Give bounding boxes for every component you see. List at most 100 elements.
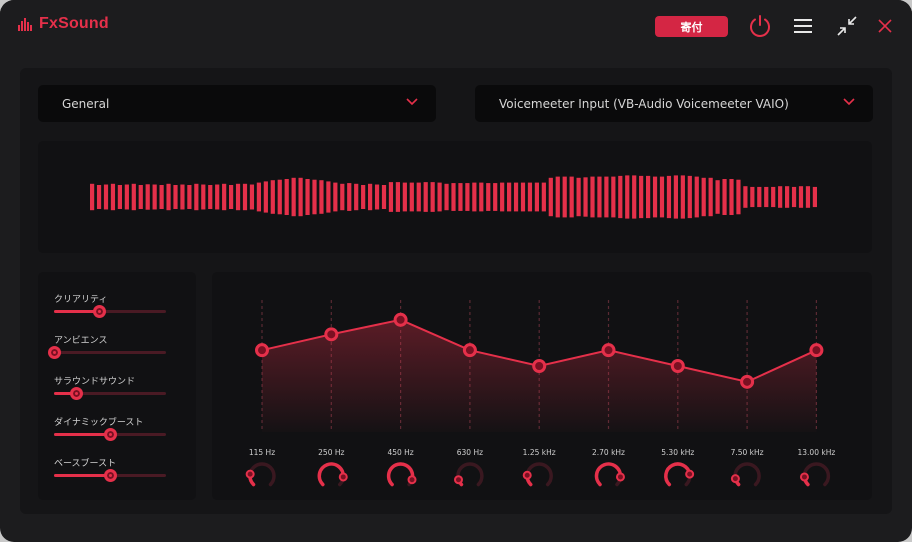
effect-slider-fill [54,433,110,436]
effect-slider-handle[interactable] [92,305,106,318]
visualizer-bar [256,182,261,212]
visualizer-bar [395,182,400,212]
visualizer-bar [708,177,713,217]
equalizer-panel: 115 Hz 250 Hz 450 Hz 630 Hz 1.25 kHz 2.70 kHz… [212,272,872,500]
visualizer-bar [666,175,672,219]
output-device-dropdown[interactable]: Voicemeeter Input (VB-Audio Voicemeeter … [475,85,873,122]
effect-slider-handle[interactable] [70,387,84,400]
eq-dial-knob[interactable] [615,472,625,482]
minimize-icon[interactable] [834,13,860,39]
effect-label: クリアリティ [54,295,108,305]
visualizer-bar [764,186,769,208]
effect-slider[interactable] [54,469,166,482]
visualizer-bar [771,186,776,208]
eq-dial-value [317,462,346,487]
eq-band-handle[interactable] [393,312,408,327]
visualizer-bar [284,179,289,215]
visualizer-bar [201,184,206,210]
visualizer-bar [513,182,519,212]
visualizer-bar [500,182,505,212]
visualizer-bars [90,175,817,219]
visualizer-bar [277,179,282,215]
visualizer-bar [659,176,665,218]
visualizer-bar [472,182,477,212]
visualizer-bar [757,186,762,208]
visualizer-bar [215,184,220,210]
visualizer-bar [479,182,484,212]
visualizer-bar [361,185,366,209]
eq-dial-knob[interactable] [799,472,809,482]
visualizer-bar [604,176,609,218]
effect-slider-handle[interactable] [48,346,61,359]
eq-band-handle[interactable] [809,343,824,358]
menu-icon[interactable] [790,13,816,39]
effect-slider[interactable] [48,346,166,359]
eq-dial-knob[interactable] [522,470,532,480]
close-icon[interactable] [872,13,898,39]
visualizer-bar [110,183,116,211]
visualizer-bar [646,175,651,219]
eq-band-handle[interactable] [462,343,477,358]
visualizer-bar [208,185,213,209]
visualizer-bar [347,183,352,211]
eq-dial-knob[interactable] [685,469,695,479]
visualizer-bar [173,185,178,209]
visualizer-bar [527,182,533,212]
visualizer-bar [124,184,129,210]
visualizer-bar [639,175,644,219]
eq-dial-knob[interactable] [453,475,463,485]
eq-frequency-label: 1.25 kHz [522,448,556,457]
eq-band-handle[interactable] [670,359,685,373]
visualizer-bar [298,177,303,217]
eq-dial-value [664,462,692,487]
visualizer-bar [750,186,755,208]
eq-dial-knob[interactable] [730,474,740,484]
visualizer-bar [90,183,95,211]
visualizer-bar [388,182,394,212]
title-bar: FxSound 寄付 [0,0,912,54]
donate-button[interactable]: 寄付 [655,16,728,37]
visualizer-bar [381,185,387,209]
visualizer-bar [138,185,143,209]
visualizer-bar [131,183,136,211]
eq-dial-knob[interactable] [338,472,348,482]
effect-slider-fill [54,392,77,395]
visualizer-bar [687,175,692,219]
visualizer-bar [798,186,804,208]
preset-dropdown[interactable]: General [38,85,436,122]
equalizer-graph [245,300,831,487]
visualizer-bar [493,183,498,211]
power-icon[interactable] [747,13,773,39]
visualizer-bar [368,183,373,211]
eq-band-handle[interactable] [532,359,547,373]
eq-band-handle[interactable] [601,343,616,358]
effect-slider-handle[interactable] [104,428,117,441]
visualizer-bar [249,184,255,210]
eq-curve-area [262,319,817,432]
visualizer-bar [444,183,449,211]
visualizer-bar [152,184,157,210]
chevron-down-icon [406,98,418,106]
visualizer-bar [270,180,275,214]
visualizer-bar [374,184,380,210]
visualizer-bar [791,186,797,208]
effect-slider[interactable] [54,428,166,441]
preset-selected-value: General [62,96,110,111]
eq-band-handle[interactable] [740,374,755,389]
visualizer-bar [520,182,526,212]
visualizer-bar [583,177,588,217]
effect-slider-fill [54,310,99,313]
effect-slider-handle[interactable] [104,469,117,482]
visualizer-bar [103,184,109,210]
effect-slider[interactable] [54,387,166,400]
eq-dial-knob[interactable] [407,475,417,485]
visualizer-bar [652,176,658,218]
eq-frequency-label: 13.00 kHz [797,448,836,457]
eq-band-handle[interactable] [324,327,339,342]
visualizer-bar [736,179,741,215]
effect-slider[interactable] [54,305,166,318]
eq-dial-knob[interactable] [245,469,255,479]
eq-band-handle[interactable] [255,343,269,358]
effect-slider-fill [54,474,110,477]
visualizer-bar [465,183,470,211]
